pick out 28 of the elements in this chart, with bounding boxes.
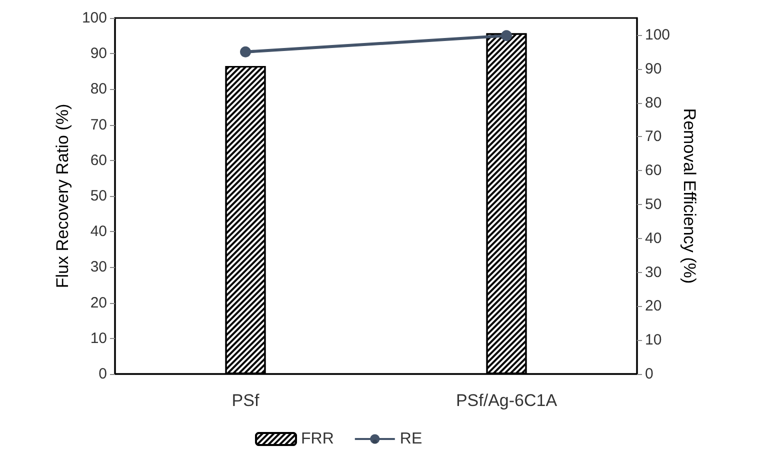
y2-tick-label: 30 bbox=[645, 264, 662, 281]
y2-tick-label: 40 bbox=[645, 230, 662, 247]
y2-tick-label: 100 bbox=[645, 26, 670, 44]
y-tick-label: 10 bbox=[90, 330, 107, 347]
y-axis-title: Flux Recovery Ratio (%) bbox=[53, 104, 72, 288]
y-tick-label: 80 bbox=[90, 80, 107, 98]
y-tick-label: 70 bbox=[90, 116, 107, 134]
y-tick-label: 0 bbox=[98, 366, 107, 382]
legend-label: FRR bbox=[301, 430, 334, 448]
x-tick-label: PSf bbox=[232, 391, 260, 410]
y2-tick-label: 60 bbox=[645, 162, 662, 180]
x-tick-label: PSf/Ag-6C1A bbox=[456, 391, 558, 410]
y2-tick-label: 90 bbox=[645, 60, 662, 78]
legend-label: RE bbox=[400, 430, 422, 448]
y2-tick-label: 20 bbox=[645, 298, 662, 315]
y-tick-label: 90 bbox=[90, 45, 107, 62]
y2-tick-label: 0 bbox=[645, 366, 654, 382]
y2-tick-label: 50 bbox=[645, 196, 662, 213]
y2-axis-title: Removal Efficiency (%) bbox=[680, 108, 699, 284]
y-tick-label: 60 bbox=[90, 152, 107, 169]
y2-tick-label: 70 bbox=[645, 128, 662, 146]
y-tick-label: 100 bbox=[82, 10, 107, 26]
y2-tick-label: 80 bbox=[645, 94, 662, 112]
y-tick-label: 50 bbox=[90, 188, 107, 204]
y-tick-label: 20 bbox=[90, 294, 107, 312]
y-tick-label: 30 bbox=[90, 258, 107, 276]
y2-tick-label: 10 bbox=[645, 332, 662, 349]
y-tick-label: 40 bbox=[90, 223, 107, 240]
